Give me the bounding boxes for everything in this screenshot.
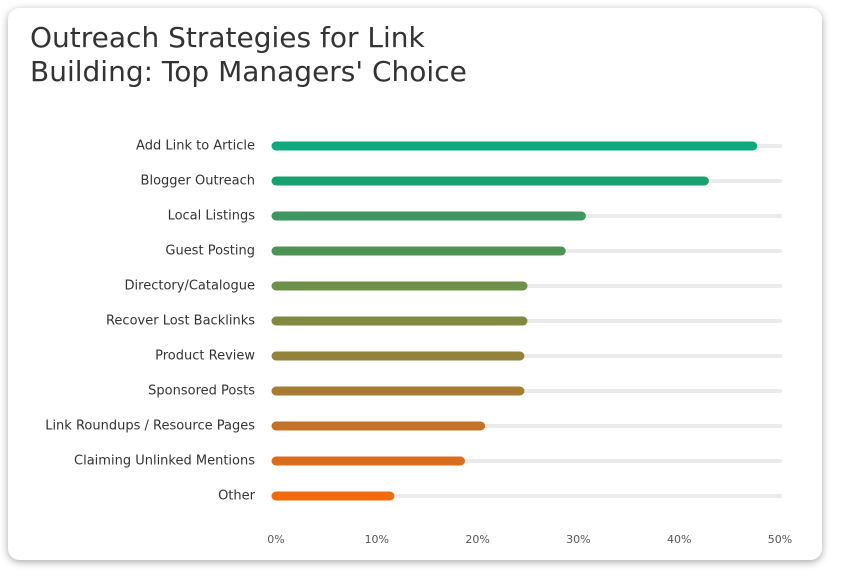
y-tick-label: Guest Posting bbox=[165, 244, 255, 259]
y-tick-label: Other bbox=[218, 489, 256, 504]
x-tick-label: 40% bbox=[667, 533, 691, 546]
y-tick-label: Add Link to Article bbox=[136, 139, 255, 154]
x-tick-label: 30% bbox=[566, 533, 590, 546]
y-tick-label: Product Review bbox=[155, 349, 255, 364]
y-tick-label: Claiming Unlinked Mentions bbox=[74, 454, 255, 469]
chart-title: Building: Top Managers' Choice bbox=[30, 55, 467, 88]
x-tick-label: 50% bbox=[768, 533, 792, 546]
y-tick-label: Sponsored Posts bbox=[148, 384, 255, 399]
y-tick-label: Local Listings bbox=[168, 209, 256, 224]
y-tick-label: Recover Lost Backlinks bbox=[106, 314, 255, 329]
y-tick-label: Link Roundups / Resource Pages bbox=[45, 419, 255, 434]
x-tick-label: 0% bbox=[267, 533, 284, 546]
chart-title: Outreach Strategies for Link bbox=[30, 21, 426, 54]
x-tick-label: 20% bbox=[465, 533, 489, 546]
y-tick-label: Directory/Catalogue bbox=[125, 279, 255, 294]
x-tick-label: 10% bbox=[365, 533, 389, 546]
y-tick-label: Blogger Outreach bbox=[141, 174, 255, 189]
